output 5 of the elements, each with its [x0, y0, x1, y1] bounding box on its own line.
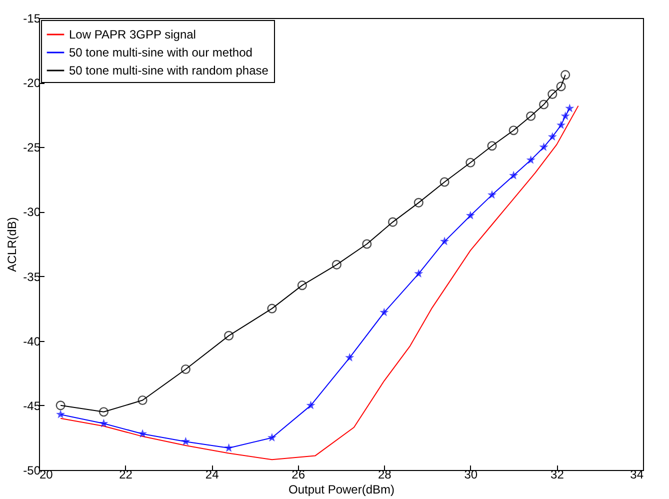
legend-label: 50 tone multi-sine with random phase	[69, 64, 269, 78]
x-axis-title: Output Power(dBm)	[288, 482, 395, 496]
legend-label: Low PAPR 3GPP signal	[69, 28, 196, 42]
legend-label: 50 tone multi-sine with our method	[69, 46, 252, 60]
y-axis-title: ACLR(dB)	[5, 217, 20, 272]
